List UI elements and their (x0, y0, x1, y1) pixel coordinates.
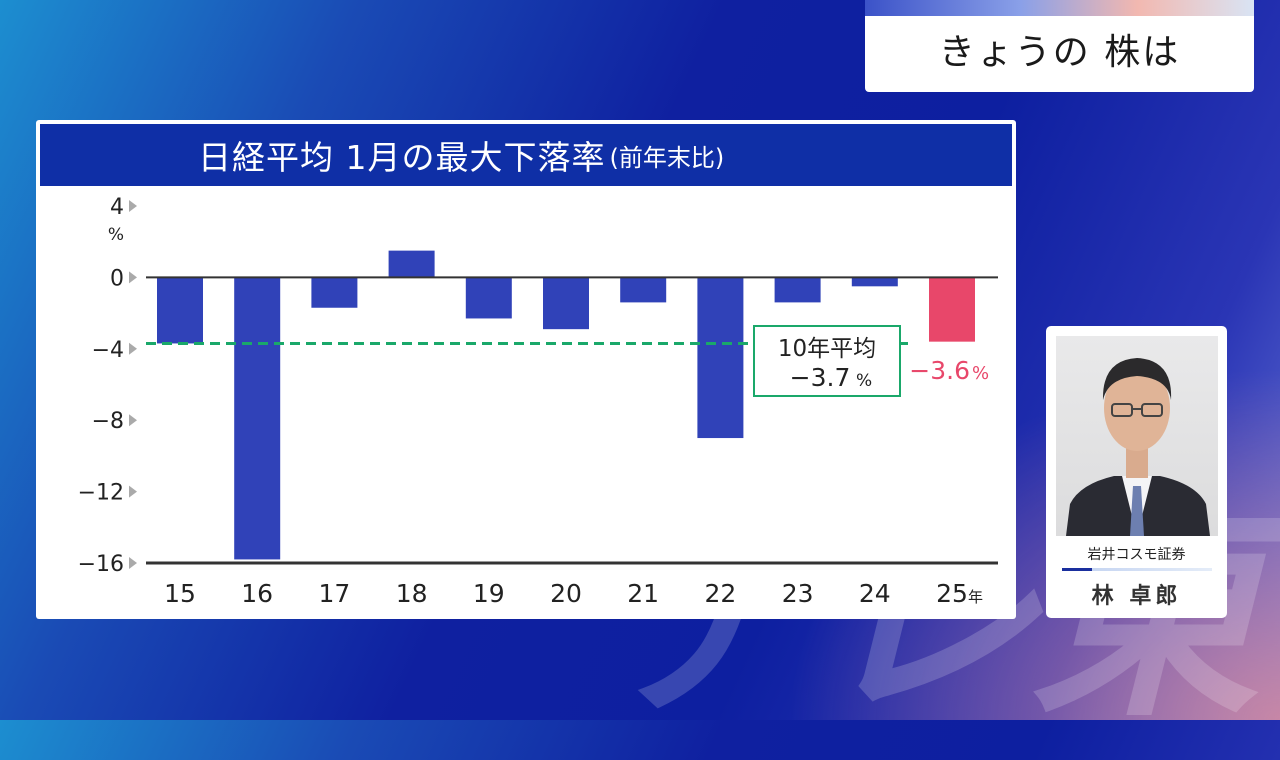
y-tick-marker (129, 414, 137, 427)
highlight-value-unit: % (972, 363, 989, 384)
y-tick-label: −12 (78, 481, 124, 506)
bar-highlight (929, 277, 975, 342)
y-unit-label: % (108, 225, 124, 245)
x-tick-label: 16 (241, 579, 273, 608)
corner-title-box: きょうの 株は (865, 0, 1254, 92)
analyst-card: 岩井コスモ証券 林 卓郎 (1046, 326, 1227, 618)
chart-subtitle: (前年末比) (609, 143, 725, 172)
chart-panel: 日経平均 1月の最大下落率 (前年末比) 4 0 −4 −8 −12 −16% 10年平均 −… (36, 120, 1016, 619)
bar-chart: 40−4−8−12−16%10年平均−3.7% −3.6 %15 16 17 18 19 20… (78, 195, 998, 608)
chart-header: 日経平均 1月の最大下落率 (前年末比) (40, 124, 1012, 186)
x-tick-label: 15 (164, 579, 196, 608)
x-tick-label: 17 (318, 579, 350, 608)
corner-title-stripe (865, 0, 1254, 16)
y-tick-label: 0 (110, 266, 124, 291)
x-tick-label: 24 (859, 579, 891, 608)
y-tick-marker (129, 271, 137, 284)
x-tick-label: 25 (936, 579, 968, 608)
y-tick-marker (129, 485, 137, 498)
x-tick-label: 21 (627, 579, 659, 608)
x-tick-label: 19 (473, 579, 505, 608)
x-tick-label: 20 (550, 579, 582, 608)
highlight-value-label: −3.6 (909, 356, 970, 385)
analyst-name: 林 卓郎 (1091, 584, 1182, 609)
y-tick-marker (129, 200, 137, 212)
bar (157, 277, 203, 344)
chart-title: 日経平均 1月の最大下落率 (198, 138, 606, 177)
y-tick-label: −4 (92, 338, 124, 363)
y-tick-label: 4 (110, 195, 124, 220)
y-tick-marker (129, 557, 137, 569)
analyst-divider (1062, 568, 1212, 571)
bar (851, 277, 898, 287)
analyst-company: 岩井コスモ証券 (1087, 547, 1186, 563)
y-tick-label: −16 (78, 552, 124, 577)
bar (234, 277, 281, 560)
bar (465, 277, 512, 319)
average-label-box (753, 325, 901, 397)
x-unit-label: 年 (968, 588, 983, 606)
x-tick-label: 22 (704, 579, 736, 608)
bar (620, 277, 667, 303)
average-label-title: 10年平均 (778, 336, 876, 362)
analyst-photo (1056, 336, 1218, 536)
corner-title: きょうの 株は (938, 32, 1181, 73)
average-label-unit: % (856, 371, 872, 391)
y-tick-marker (129, 342, 137, 355)
bar (697, 277, 744, 439)
bar (774, 277, 821, 303)
bar (543, 277, 589, 330)
x-tick-label: 18 (396, 579, 428, 608)
y-tick-label: −8 (92, 409, 124, 434)
bar (311, 277, 358, 308)
x-tick-label: 23 (782, 579, 814, 608)
average-label-value: −3.7 (790, 363, 851, 392)
bar (388, 250, 435, 278)
